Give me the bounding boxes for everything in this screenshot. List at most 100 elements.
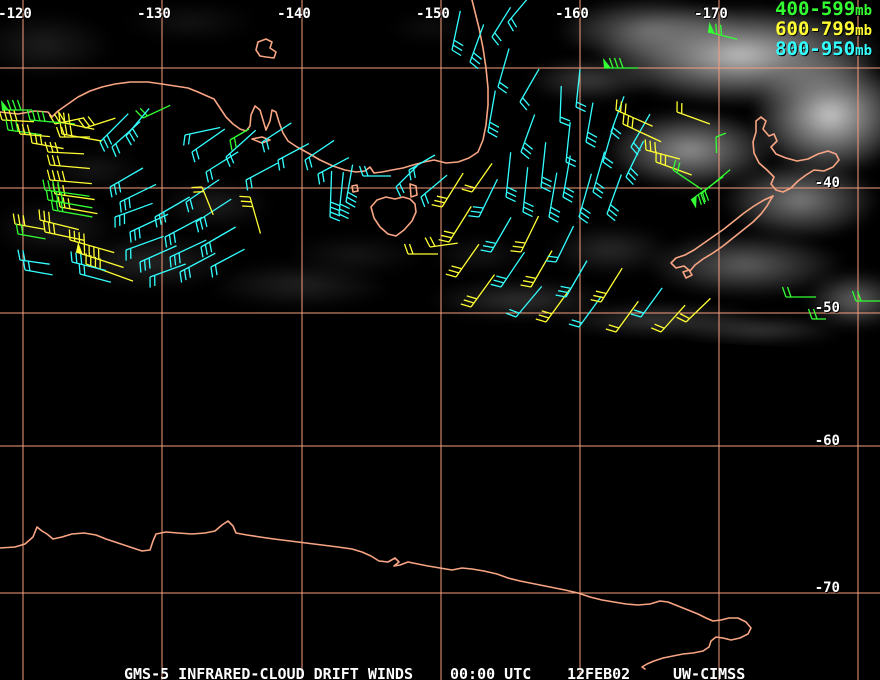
wind-barb-800-950mb [205,151,239,183]
wind-barbs [0,0,880,333]
wind-barb-600-799mb [239,195,262,234]
legend-range: 800-950 [775,38,856,60]
wind-barb-600-799mb [12,213,45,230]
wind-barb-800-950mb [625,140,645,185]
wind-barb-600-799mb [191,186,214,216]
longitude-label: -160 [555,6,589,22]
wind-barb-400-599mb [135,104,171,119]
wind-barb-800-950mb [338,172,350,220]
wind-barb-800-950mb [109,167,144,198]
caption-bar: GMS-5 INFRARED-CLOUD DRIFT WINDS 00:00 U… [0,665,880,680]
wind-barb-600-799mb [676,101,711,125]
wind-barb-800-950mb [520,114,536,160]
wind-barb-800-950mb [545,225,575,263]
coastline-flinders-island [409,183,418,198]
wind-barb-800-950mb [491,6,512,46]
wind-barb-800-950mb [548,172,561,223]
wind-barb-600-799mb [58,111,95,130]
wind-barb-800-950mb [519,68,540,111]
wind-barb-600-799mb [403,243,438,255]
wind-barb-600-799mb [16,123,50,138]
legend-unit: mb [855,43,872,59]
coastline-lake-eyre [255,38,277,59]
wind-barb-800-950mb [507,0,531,32]
wind-barb-800-950mb [99,113,129,152]
wind-barb-600-799mb [615,99,653,127]
wind-barb-800-950mb [119,183,157,213]
pressure-legend: 400-599mb 600-799mb 800-950mb [775,0,872,60]
longitude-label: -170 [694,6,728,22]
wind-barb-800-950mb [585,102,598,148]
cloud-blob [410,230,550,280]
wind-barb-600-799mb [605,300,639,333]
wind-barb-400-599mb [1,99,32,111]
legend-item-600-799mb: 600-799mb [775,20,872,40]
wind-barb-800-950mb [480,217,512,253]
wind-barb-600-799mb [38,209,79,231]
caption-time: 00:00 UTC [450,665,532,680]
product-title: GMS-5 INFRARED-CLOUD DRIFT WINDS [124,665,413,680]
latitude-label: -60 [814,433,840,449]
wind-barb-800-950mb [179,252,216,283]
wind-barb-800-950mb [505,152,517,203]
wind-barb-800-950mb [125,108,150,146]
longitude-label: -130 [137,6,171,22]
coastline-australia [0,0,489,174]
legend-unit: mb [855,23,872,39]
wind-barb-400-599mb [851,290,880,302]
wind-barb-800-950mb [200,226,236,258]
wind-barb-800-950mb [451,10,464,57]
wind-barb-800-950mb [245,162,279,191]
wind-barb-800-950mb [70,251,107,272]
wind-barb-600-799mb [59,123,102,142]
wind-barb-600-799mb [460,274,496,308]
wind-barb-800-950mb [592,151,606,199]
wind-barb-800-950mb [468,178,498,218]
wind-barb-800-950mb [17,249,50,265]
wind-barb-800-950mb [183,126,221,146]
wind-barb-800-950mb [114,202,153,228]
caption-source: UW-CIMSS [673,665,746,680]
coastline-nz-south-island [670,195,774,272]
coastline-king-island [351,184,359,193]
wind-barb-600-799mb [68,229,115,254]
wind-barb-400-599mb [715,132,727,154]
wind-barb-800-950mb [490,251,526,288]
wind-barb-800-950mb [22,259,53,276]
wind-barb-800-950mb [111,121,141,158]
wind-barb-800-950mb [562,155,575,203]
wind-barb-800-950mb [505,285,543,318]
wind-barb-400-599mb [229,128,250,151]
wind-barb-800-950mb [559,85,571,127]
wind-barb-800-950mb [408,154,436,181]
wind-barb-600-799mb [43,221,85,241]
wind-barb-800-950mb [420,174,448,208]
wind-barb-800-950mb [606,174,622,222]
wind-barb-800-950mb [630,113,651,156]
wind-barb-800-950mb [522,167,534,218]
wind-barb-600-799mb [655,151,692,176]
wind-barb-800-950mb [154,196,190,228]
wind-barb-400-599mb [15,223,46,240]
wind-barb-800-950mb [497,48,510,94]
wind-barb-600-799mb [29,132,64,150]
coastline-nz-north-island [752,116,840,193]
legend-item-800-950mb: 800-950mb [775,40,872,60]
wind-barb-400-599mb [603,57,638,69]
longitude-label: -140 [277,6,311,22]
latitude-label: -40 [814,175,840,191]
wind-barb-800-950mb [195,198,232,233]
wind-barb-800-950mb [225,129,257,168]
coastline-kangaroo-island [251,136,271,144]
cloud-blob [95,0,285,50]
wind-barb-600-799mb [650,304,686,333]
wind-barb-800-950mb [487,90,500,138]
wind-barb-800-950mb [261,122,292,153]
wind-barb-800-950mb [191,128,226,163]
wind-barb-600-799mb [75,242,124,269]
wind-barb-800-950mb [210,248,245,278]
wind-barb-600-799mb [78,116,116,129]
